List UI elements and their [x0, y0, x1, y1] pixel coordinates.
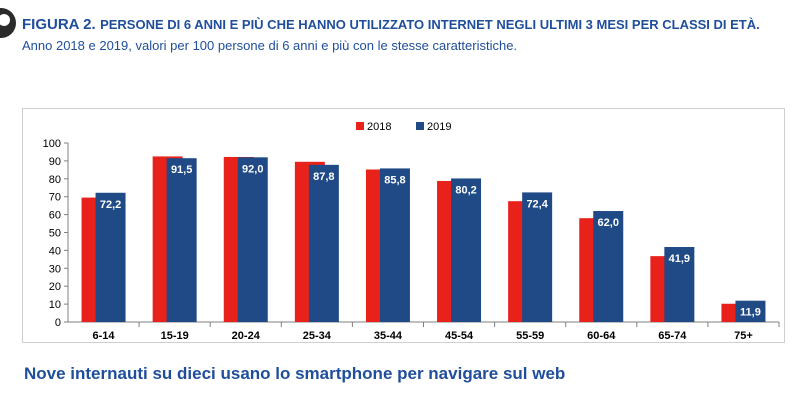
data-label-2019: 80,2: [455, 184, 476, 196]
legend-label-2019: 2019: [427, 121, 451, 133]
x-tick-label: 20-24: [232, 330, 261, 342]
y-tick-label: 20: [49, 281, 61, 293]
figure-subtitle: Anno 2018 e 2019, valori per 100 persone…: [22, 38, 518, 53]
y-tick-label: 30: [49, 263, 61, 275]
data-label-2019: 85,8: [384, 174, 405, 186]
data-label-2019: 41,9: [669, 253, 690, 265]
y-tick-label: 90: [49, 156, 61, 168]
y-tick-label: 60: [49, 210, 61, 222]
figure-title: PERSONE DI 6 ANNI E PIÙ CHE HANNO UTILIZ…: [100, 17, 760, 32]
decorative-circle-icon: [0, 8, 16, 38]
bar-chart: 0 10 20 30 40 50 60 70 80 90 100 72,2 6-14 91,5 15-19 9…: [43, 121, 780, 342]
legend-label-2018: 2018: [367, 121, 391, 133]
x-tick-label: 25-34: [303, 330, 332, 342]
data-label-2019: 91,5: [171, 164, 192, 176]
figure-header: FIGURA 2. PERSONE DI 6 ANNI E PIÙ CHE HA…: [22, 14, 792, 56]
data-label-2019: 72,4: [526, 198, 548, 210]
x-tick-label: 55-59: [516, 330, 544, 342]
bar-2019-15-19: [166, 158, 197, 322]
y-tick-label: 40: [49, 245, 61, 257]
data-label-2019: 11,9: [740, 307, 761, 319]
y-tick-label: 50: [49, 228, 61, 240]
y-tick-label: 100: [43, 138, 61, 150]
figure-label: FIGURA 2.: [22, 16, 96, 33]
chart-panel: 0 10 20 30 40 50 60 70 80 90 100 72,2 6-14 91,5 15-19 9…: [22, 108, 785, 343]
x-tick-label: 60-64: [587, 330, 616, 342]
x-tick-label: 45-54: [445, 330, 474, 342]
y-tick-label: 80: [49, 174, 61, 186]
bar-2019-45-54: [451, 178, 482, 322]
x-tick-label: 15-19: [161, 330, 189, 342]
y-tick-label: 70: [49, 192, 61, 204]
data-label-2019: 92,0: [242, 163, 263, 175]
bar-2019-35-44: [379, 168, 410, 322]
bar-2019-20-24: [237, 157, 268, 322]
bar-2019-25-34: [308, 164, 339, 322]
x-tick-label: 35-44: [374, 330, 403, 342]
data-label-2019: 72,2: [100, 199, 121, 211]
x-tick-label: 6-14: [93, 330, 116, 342]
y-tick-label: 10: [49, 299, 61, 311]
data-label-2019: 62,0: [598, 217, 619, 229]
x-tick-label: 65-74: [658, 330, 687, 342]
bar-2019-65-74: [664, 246, 695, 322]
y-tick-label: 0: [55, 317, 61, 329]
bar-2019-6-14: [95, 192, 126, 322]
x-tick-label: 75+: [734, 330, 753, 342]
legend-swatch-2018: [356, 122, 364, 130]
data-label-2019: 87,8: [313, 171, 334, 183]
legend-swatch-2019: [416, 122, 424, 130]
bar-2019-75+: [735, 300, 766, 322]
footer-caption: Nove internauti su dieci usano lo smartp…: [24, 364, 566, 383]
bar-2019-55-59: [522, 192, 553, 322]
bar-2019-60-64: [593, 211, 624, 322]
